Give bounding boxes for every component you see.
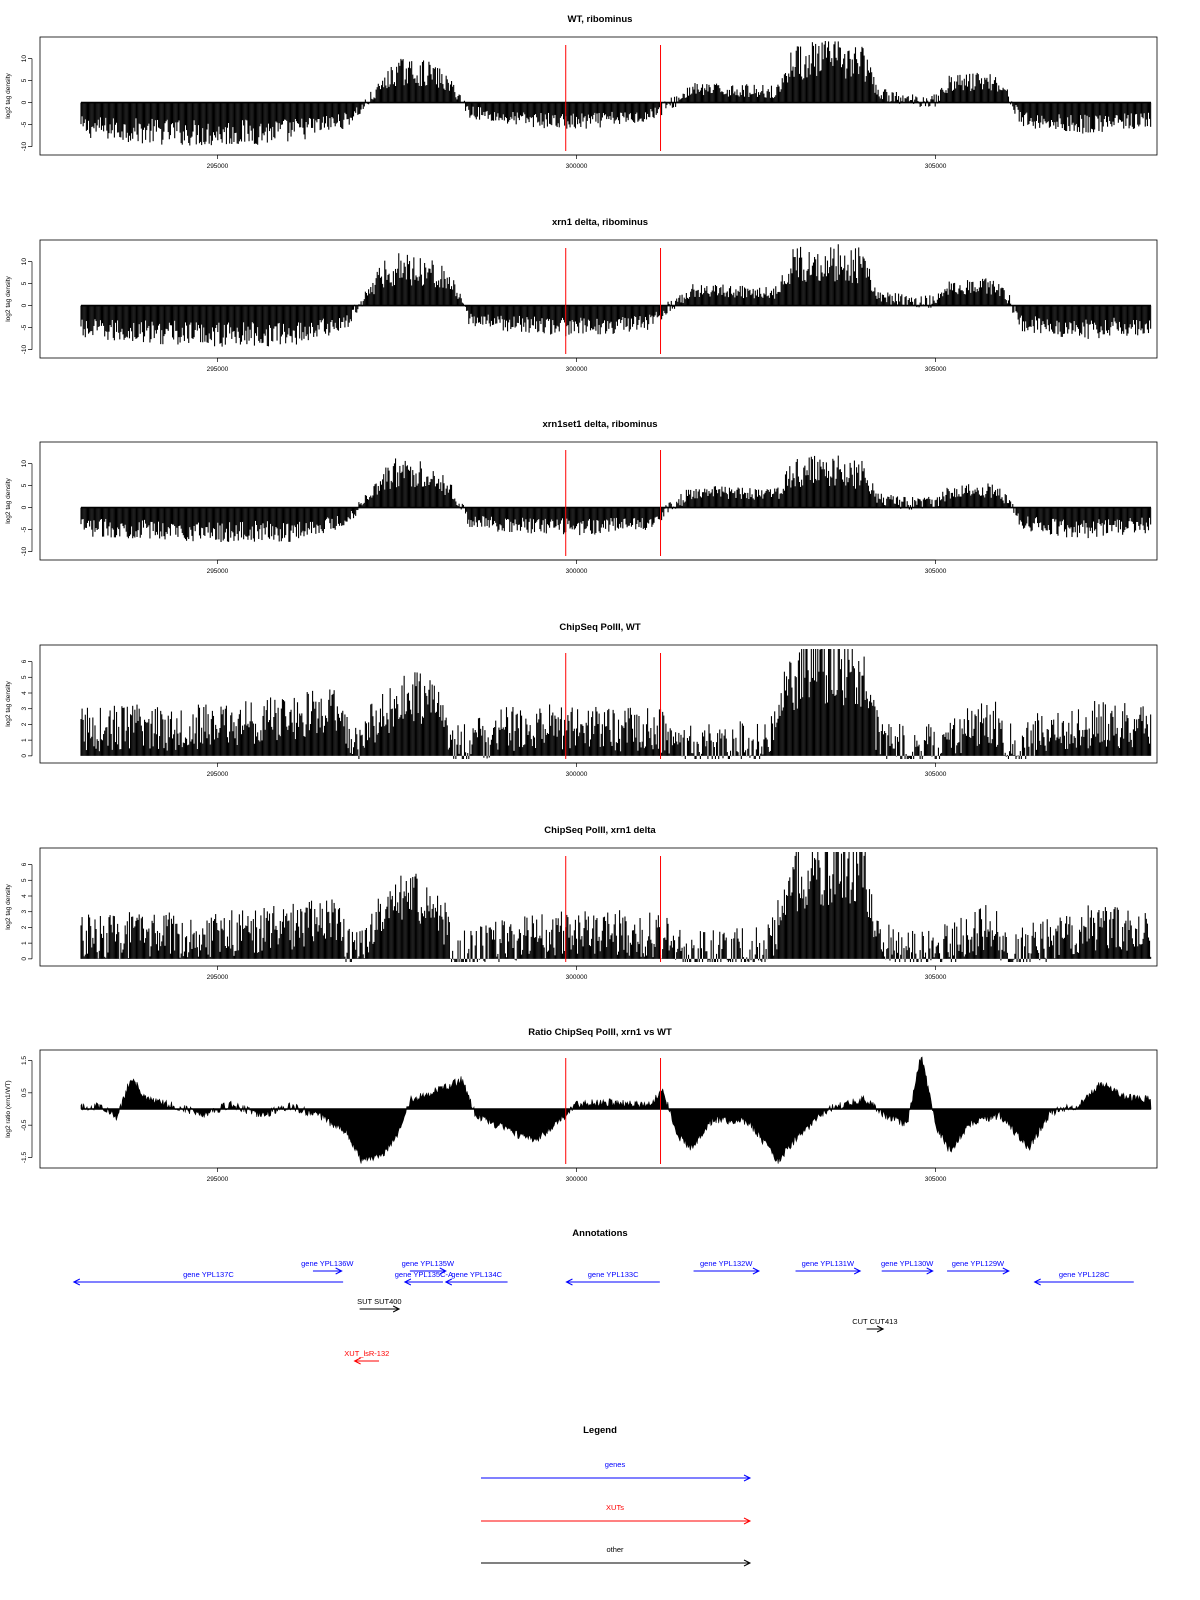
y-tick-label: 5: [21, 78, 28, 82]
y-axis-label: log2 tag density: [5, 680, 12, 726]
x-tick-label: 305000: [925, 974, 947, 981]
x-tick-label: 300000: [566, 163, 588, 170]
y-tick-label: 6: [21, 659, 28, 663]
y-tick-label: 10: [21, 55, 28, 63]
x-tick-label: 295000: [207, 974, 229, 981]
y-tick-label: 2: [21, 925, 28, 929]
chart-panel-5: ChipSeq PolII, xrn1 delta 0 1 2 3 4 5 6 log2 tag…: [5, 825, 1158, 981]
x-tick-label: 295000: [207, 568, 229, 575]
y-tick-label: 0: [21, 505, 28, 509]
y-tick-label: 0: [21, 303, 28, 307]
chart-title: ChipSeq PolII, WT: [559, 622, 640, 633]
chart-title: ChipSeq PolII, xrn1 delta: [544, 825, 656, 836]
y-axis-label: log2 tag density: [5, 477, 12, 523]
x-tick-label: 295000: [207, 163, 229, 170]
y-tick-label: 1: [21, 738, 28, 742]
y-tick-label: 10: [21, 258, 28, 266]
y-tick-label: 3: [21, 707, 28, 711]
chart-title: xrn1 delta, ribominus: [552, 217, 648, 228]
y-tick-label: 4: [21, 691, 28, 695]
chart-panel-1: WT, ribominus -10 -5 0 5 10 log2 tag density 29…: [5, 14, 1158, 170]
y-tick-label: 3: [21, 910, 28, 914]
chart-title: WT, ribominus: [568, 14, 633, 25]
y-tick-label: 6: [21, 862, 28, 866]
y-tick-label: 4: [21, 894, 28, 898]
data-series: [80, 852, 1152, 962]
data-series: [80, 455, 1152, 542]
y-tick-label: -5: [21, 324, 28, 330]
y-tick-label: 5: [21, 483, 28, 487]
y-axis-label: log2 tag density: [5, 275, 12, 321]
chart-title: xrn1set1 delta, ribominus: [542, 419, 657, 430]
x-tick-label: 295000: [207, 771, 229, 778]
y-tick-label: -10: [21, 547, 28, 557]
y-tick-label: 2: [21, 722, 28, 726]
x-tick-label: 305000: [925, 771, 947, 778]
y-tick-label: 5: [21, 281, 28, 285]
chart-panel-3: xrn1set1 delta, ribominus -10 -5 0 5 10 log2 t…: [5, 419, 1158, 575]
y-tick-label: 5: [21, 675, 28, 679]
x-tick-label: 300000: [566, 771, 588, 778]
y-tick-label: -5: [21, 526, 28, 532]
chart-panel-2: xrn1 delta, ribominus -10 -5 0 5 10 log2 tag d…: [5, 217, 1158, 373]
x-tick-label: 305000: [925, 366, 947, 373]
x-tick-label: 305000: [925, 568, 947, 575]
data-series: [80, 41, 1152, 146]
data-series: [80, 649, 1152, 759]
y-tick-label: 0: [21, 100, 28, 104]
x-tick-label: 305000: [925, 163, 947, 170]
y-tick-label: -5: [21, 121, 28, 127]
x-tick-label: 300000: [566, 366, 588, 373]
y-axis-label: log2 tag density: [5, 72, 12, 118]
x-tick-label: 295000: [207, 366, 229, 373]
y-tick-label: 5: [21, 878, 28, 882]
y-axis-label: log2 tag density: [5, 883, 12, 929]
y-tick-label: -10: [21, 142, 28, 152]
y-tick-label: 1: [21, 941, 28, 945]
y-tick-label: 10: [21, 460, 28, 468]
x-tick-label: 300000: [566, 568, 588, 575]
x-tick-label: 300000: [566, 974, 588, 981]
y-tick-label: 0: [21, 957, 28, 961]
y-tick-label: -10: [21, 345, 28, 355]
data-series: [80, 244, 1152, 347]
chart-panel-4: ChipSeq PolII, WT 0 1 2 3 4 5 6 log2 tag density…: [5, 622, 1158, 778]
y-tick-label: 0: [21, 754, 28, 758]
